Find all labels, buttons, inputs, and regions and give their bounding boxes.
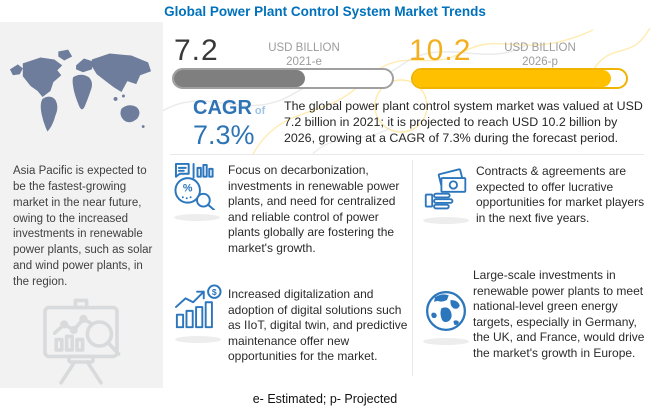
decarbonization-analysis-icon: % bbox=[174, 162, 216, 210]
year-label: 2021-e bbox=[286, 56, 322, 69]
svg-text:$: $ bbox=[212, 287, 217, 297]
region-note: Asia Pacific is expected to be the faste… bbox=[13, 165, 153, 289]
market-unit-2021: USD BILLION 2021-e bbox=[256, 41, 352, 70]
europe-globe-icon bbox=[425, 290, 467, 332]
insight-digitalization: Increased digitalization and adoption of… bbox=[228, 287, 408, 364]
svg-text:%: % bbox=[183, 182, 193, 194]
market-2021-bar-fill bbox=[174, 70, 305, 87]
digital-growth-chart-icon: $ bbox=[174, 284, 222, 329]
page-title: Global Power Plant Control System Market… bbox=[164, 4, 486, 19]
icon-shadow bbox=[175, 336, 221, 343]
horizontal-divider bbox=[170, 154, 644, 155]
region-panel: Asia Pacific is expected to be the faste… bbox=[0, 22, 163, 388]
insight-decarbonization: Focus on decarbonization, investments in… bbox=[228, 163, 400, 255]
unit-label: USD BILLION bbox=[504, 42, 576, 54]
presentation-chart-magnifier-icon bbox=[43, 298, 121, 385]
market-value-2021: 7.2 bbox=[174, 34, 219, 67]
world-map-icon bbox=[9, 49, 152, 132]
cagr-block: CAGR of 7.3% bbox=[193, 97, 265, 151]
insight-contracts: Contracts & agreements are expected to o… bbox=[476, 164, 645, 225]
footnote: e- Estimated; p- Projected bbox=[252, 392, 398, 406]
market-value-2026: 10.2 bbox=[409, 34, 472, 67]
insight-europe: Large-scale investments in renewable pow… bbox=[473, 268, 645, 360]
market-2026-progress-bar bbox=[411, 68, 628, 89]
year-label: 2026-p bbox=[522, 56, 558, 69]
contracts-money-hand-icon bbox=[424, 168, 467, 210]
vertical-divider bbox=[412, 160, 413, 376]
cagr-of-word: of bbox=[254, 105, 266, 117]
market-2021-progress-bar bbox=[172, 68, 394, 89]
market-summary: The global power plant control system ma… bbox=[284, 99, 643, 146]
icon-shadow bbox=[423, 217, 469, 224]
cagr-label: CAGR bbox=[193, 97, 252, 119]
market-2026-bar-fill bbox=[413, 70, 612, 87]
market-unit-2026: USD BILLION 2026-p bbox=[492, 41, 588, 70]
icon-shadow bbox=[423, 338, 469, 345]
cagr-value: 7.3% bbox=[193, 120, 255, 150]
unit-label: USD BILLION bbox=[268, 42, 340, 54]
icon-shadow bbox=[174, 214, 220, 221]
